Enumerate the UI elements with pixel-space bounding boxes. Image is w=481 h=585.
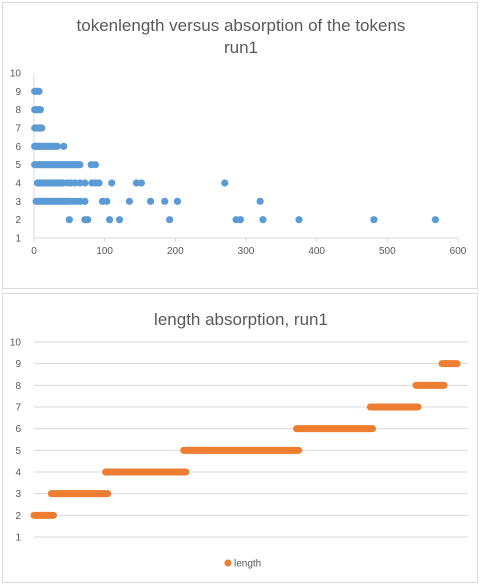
x-tick-label: 500	[379, 246, 396, 257]
data-point	[147, 197, 155, 205]
data-point	[236, 216, 244, 224]
data-point	[106, 216, 114, 224]
length-chart-panel: length absorption, run1 1 2 3 4 5 6 7 8 9 10 leng…	[2, 293, 478, 583]
y-tick-label: 2	[15, 215, 21, 226]
data-point	[76, 179, 84, 187]
y-tick-label: 4	[15, 179, 21, 190]
data-point	[95, 179, 103, 187]
y-tick-label: 5	[15, 446, 21, 457]
data-points	[31, 87, 439, 224]
data-points	[30, 360, 461, 519]
y-tick-label: 5	[15, 160, 21, 171]
data-point	[173, 197, 182, 205]
x-axis-ticks: 0 100 200 300 400 500 600	[31, 238, 467, 257]
y-tick-label: 8	[15, 381, 21, 392]
y-axis-ticks: 1 2 3 4 5 6 7 8 9 10	[10, 338, 22, 544]
data-point	[115, 216, 124, 224]
gridlines	[34, 341, 468, 538]
y-tick-label: 6	[15, 424, 21, 435]
y-tick-label: 3	[15, 197, 21, 208]
data-point	[221, 179, 229, 187]
y-tick-label: 9	[15, 87, 21, 98]
data-point	[125, 197, 133, 205]
chart-subtitle: run1	[224, 38, 258, 57]
y-tick-label: 3	[15, 489, 21, 500]
data-point	[36, 106, 44, 114]
data-point	[103, 197, 111, 205]
data-point	[132, 179, 141, 187]
data-point	[65, 216, 73, 224]
data-point	[431, 216, 439, 224]
scatter-chart: tokenlength versus absorption of the tok…	[10, 16, 467, 257]
y-tick-label: 1	[15, 234, 21, 245]
y-tick-label: 7	[15, 124, 21, 135]
data-point	[108, 179, 116, 187]
y-tick-label: 7	[15, 403, 21, 414]
y-tick-label: 9	[15, 359, 21, 370]
data-point	[166, 216, 174, 224]
x-tick-label: 600	[450, 246, 467, 257]
chart-title: length absorption, run1	[154, 310, 328, 329]
data-point	[81, 179, 89, 187]
scatter-chart-panel: tokenlength versus absorption of the tok…	[2, 2, 478, 289]
axes	[33, 73, 458, 239]
y-tick-label: 6	[15, 142, 21, 153]
legend-marker	[224, 559, 232, 567]
legend: length	[224, 559, 261, 570]
data-point	[35, 87, 43, 95]
y-tick-label: 2	[15, 511, 21, 522]
data-point	[84, 216, 92, 224]
y-tick-label: 1	[15, 533, 21, 544]
data-point	[76, 161, 84, 169]
y-tick-label: 4	[15, 468, 21, 479]
data-point	[295, 216, 303, 224]
y-tick-label: 8	[15, 105, 21, 116]
chart-title: tokenlength versus absorption of the tok…	[77, 16, 406, 35]
data-point	[256, 197, 264, 205]
data-point	[137, 179, 146, 187]
length-chart: length absorption, run1 1 2 3 4 5 6 7 8 9 10 leng…	[10, 310, 468, 570]
y-tick-label: 10	[10, 69, 22, 80]
data-point	[60, 142, 68, 150]
data-point	[161, 197, 169, 205]
y-tick-label: 10	[10, 338, 22, 349]
x-tick-label: 100	[96, 246, 113, 257]
legend-label: length	[234, 559, 261, 570]
x-tick-label: 400	[308, 246, 325, 257]
data-point	[81, 197, 89, 205]
y-axis-ticks: 1 2 3 4 5 6 7 8 9 10	[10, 69, 22, 245]
data-point	[53, 142, 61, 150]
data-point	[38, 124, 46, 132]
data-point	[259, 216, 267, 224]
x-tick-label: 200	[167, 246, 184, 257]
x-tick-label: 300	[238, 246, 255, 257]
data-point	[370, 216, 378, 224]
x-tick-label: 0	[31, 246, 37, 257]
data-point	[71, 179, 79, 187]
data-point	[91, 161, 100, 169]
